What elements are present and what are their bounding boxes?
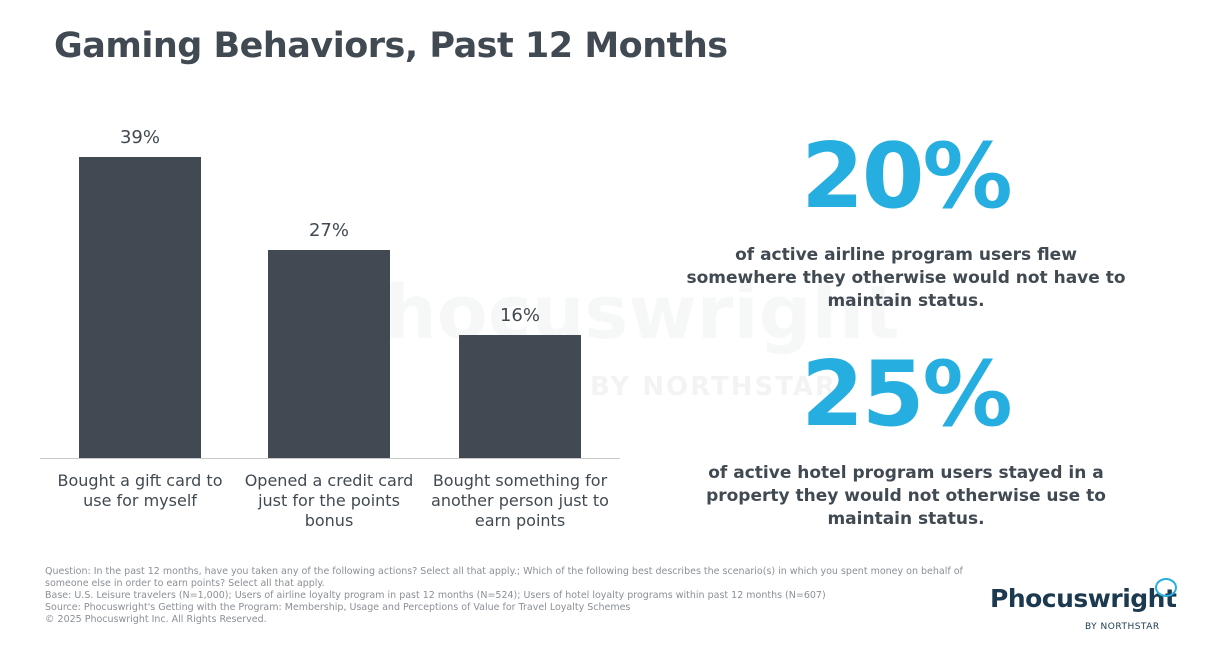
bar xyxy=(459,334,581,458)
bar xyxy=(79,157,201,458)
watermark: Phocuswright xyxy=(330,270,900,356)
data-label: 16% xyxy=(499,304,540,326)
bar xyxy=(268,249,390,458)
logo-name: Phocuswright xyxy=(990,584,1177,613)
page-title: Gaming Behaviors, Past 12 Months xyxy=(54,26,728,66)
bar-chart: 39% Bought a gift card to use for myself 2… xyxy=(0,0,640,560)
x-axis-line xyxy=(40,458,620,459)
stat-airline: 20% of active airline program users flew… xyxy=(646,132,1166,313)
data-label: 27% xyxy=(308,219,349,241)
category-label: Bought something for another person just… xyxy=(431,471,609,530)
footnote-question: Question: In the past 12 months, have yo… xyxy=(45,566,963,589)
data-label: 39% xyxy=(119,127,160,148)
stat-value: 20% xyxy=(801,124,1012,229)
stat-text: of active airline program users flew som… xyxy=(686,245,1126,311)
footnote-base: Base: U.S. Leisure travelers (N=1,000); … xyxy=(45,590,826,601)
stat-text: of active hotel program users stayed in … xyxy=(706,463,1106,529)
footnote-copyright: © 2025 Phocuswright Inc. All Rights Rese… xyxy=(45,614,267,625)
stat-hotel: 25% of active hotel program users stayed… xyxy=(646,350,1166,531)
stat-value: 25% xyxy=(801,342,1012,447)
footnotes: Question: In the past 12 months, have yo… xyxy=(45,566,985,626)
logo-sub: BY NORTHSTAR xyxy=(1085,622,1160,632)
category-label: Opened a credit card just for the points… xyxy=(244,471,414,530)
category-label: Bought a gift card to use for myself xyxy=(57,471,223,510)
footnote-source: Source: Phocuswright's Getting with the … xyxy=(45,602,631,613)
speech-bubble-icon xyxy=(1155,578,1177,597)
watermark-sub: BY NORTHSTAR xyxy=(590,372,838,402)
phocuswright-logo: Phocuswright BY NORTHSTAR xyxy=(990,578,1177,632)
